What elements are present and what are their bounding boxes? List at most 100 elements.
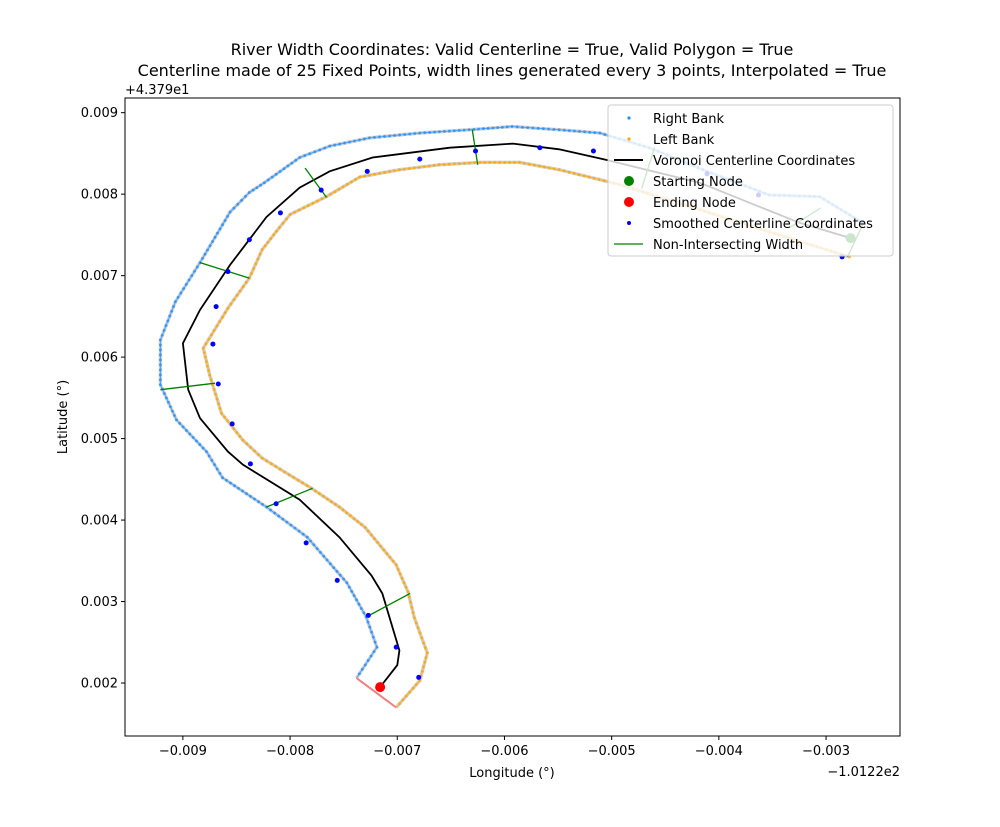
left-bank-point <box>537 164 541 168</box>
left-bank-point <box>202 351 206 355</box>
left-bank-point <box>314 489 317 493</box>
right-bank-point <box>452 129 456 133</box>
y-tick-label: 0.007 <box>81 269 118 284</box>
smoothed-centerline-point <box>273 501 279 507</box>
left-bank-point <box>221 315 224 319</box>
right-bank-point <box>433 130 436 134</box>
left-bank-point <box>258 252 262 256</box>
right-bank-point <box>158 373 162 377</box>
right-bank-point <box>201 256 204 260</box>
x-tick-label: −0.004 <box>695 744 743 759</box>
left-bank-point <box>414 621 418 625</box>
left-bank-point <box>417 165 421 169</box>
right-bank-point <box>408 132 412 136</box>
left-bank-point <box>393 169 396 173</box>
right-bank-point <box>301 532 305 536</box>
right-bank-point <box>158 338 162 342</box>
left-bank-point <box>272 233 276 237</box>
right-bank-point <box>515 125 519 129</box>
right-bank-point <box>353 139 356 143</box>
left-bank-point <box>463 161 466 165</box>
right-bank-point <box>169 405 172 409</box>
right-bank-point <box>342 577 345 581</box>
right-bank-point <box>173 414 176 417</box>
x-tick-label: −0.008 <box>266 744 314 759</box>
right-bank-point <box>447 129 451 133</box>
right-bank-point <box>443 130 446 133</box>
right-bank-point <box>191 436 195 439</box>
left-bank-point <box>424 656 428 659</box>
right-bank-point <box>277 514 281 518</box>
left-bank-point <box>278 467 282 471</box>
right-bank-point <box>358 138 361 142</box>
left-bank-point <box>333 190 337 194</box>
smoothed-centerline-point <box>229 421 235 427</box>
width-line <box>160 382 216 391</box>
legend-marker-smoothed-centerline <box>627 221 631 225</box>
left-bank-point <box>562 169 566 173</box>
left-bank-point <box>407 595 411 599</box>
right-bank-point <box>173 300 177 304</box>
right-bank-point <box>308 152 312 156</box>
right-bank-point <box>270 175 274 179</box>
right-bank-point <box>241 489 244 493</box>
left-bank-point <box>404 585 408 589</box>
legend-label-right-bank: Right Bank <box>653 112 724 127</box>
right-bank-point <box>423 131 427 135</box>
right-bank-point <box>603 133 607 136</box>
left-bank-point <box>287 473 291 477</box>
left-bank-point <box>557 168 561 172</box>
smoothed-centerline-point <box>210 341 216 347</box>
right-bank-point <box>182 287 185 291</box>
right-bank-point <box>213 235 217 239</box>
right-bank-point <box>366 659 370 662</box>
left-bank-point <box>223 311 227 315</box>
right-bank-point <box>477 127 481 131</box>
right-bank-point <box>373 640 377 644</box>
width-line <box>304 167 328 198</box>
right-bank-point <box>322 554 326 558</box>
left-bank-point <box>205 360 208 363</box>
right-bank-point <box>338 142 342 146</box>
right-bank-point <box>253 497 256 501</box>
right-bank-point <box>274 172 278 176</box>
right-bank-point <box>158 378 162 382</box>
left-bank-point <box>232 427 236 431</box>
left-bank-point <box>354 178 357 181</box>
right-bank-point <box>413 132 417 135</box>
left-bank-point <box>422 165 426 169</box>
right-bank-point <box>198 443 202 446</box>
left-bank-point <box>209 378 213 382</box>
left-bank-point <box>518 160 521 164</box>
right-bank-point <box>418 131 422 135</box>
right-bank-point <box>216 231 219 235</box>
right-bank-point <box>237 486 240 490</box>
left-bank-point <box>406 590 410 594</box>
right-bank-point <box>303 154 307 157</box>
left-bank-point <box>218 320 222 323</box>
right-bank-point <box>185 429 188 432</box>
right-bank-point <box>221 476 224 480</box>
right-bank-point <box>171 409 174 413</box>
right-bank-point <box>583 130 586 134</box>
right-bank-point <box>281 517 285 521</box>
left-bank-point <box>401 698 405 702</box>
right-bank-point <box>195 265 199 269</box>
right-bank-point <box>249 494 252 498</box>
legend-box <box>607 104 894 257</box>
x-axis-label: Longitude (°) <box>469 766 554 781</box>
right-bank-point <box>269 508 272 512</box>
right-bank-point <box>218 471 222 475</box>
smoothed-centerline-point <box>246 237 252 243</box>
right-bank-point <box>181 425 185 429</box>
right-bank-point <box>170 309 174 313</box>
left-bank-point <box>260 248 264 251</box>
left-bank-point <box>218 407 222 410</box>
left-bank-point <box>420 669 424 673</box>
left-bank-point <box>508 160 511 164</box>
smoothed-centerline-point <box>247 461 253 467</box>
right-bank-point <box>375 645 379 649</box>
left-bank-point <box>385 552 389 556</box>
left-bank-point <box>349 514 352 518</box>
right-bank-point <box>184 282 188 286</box>
